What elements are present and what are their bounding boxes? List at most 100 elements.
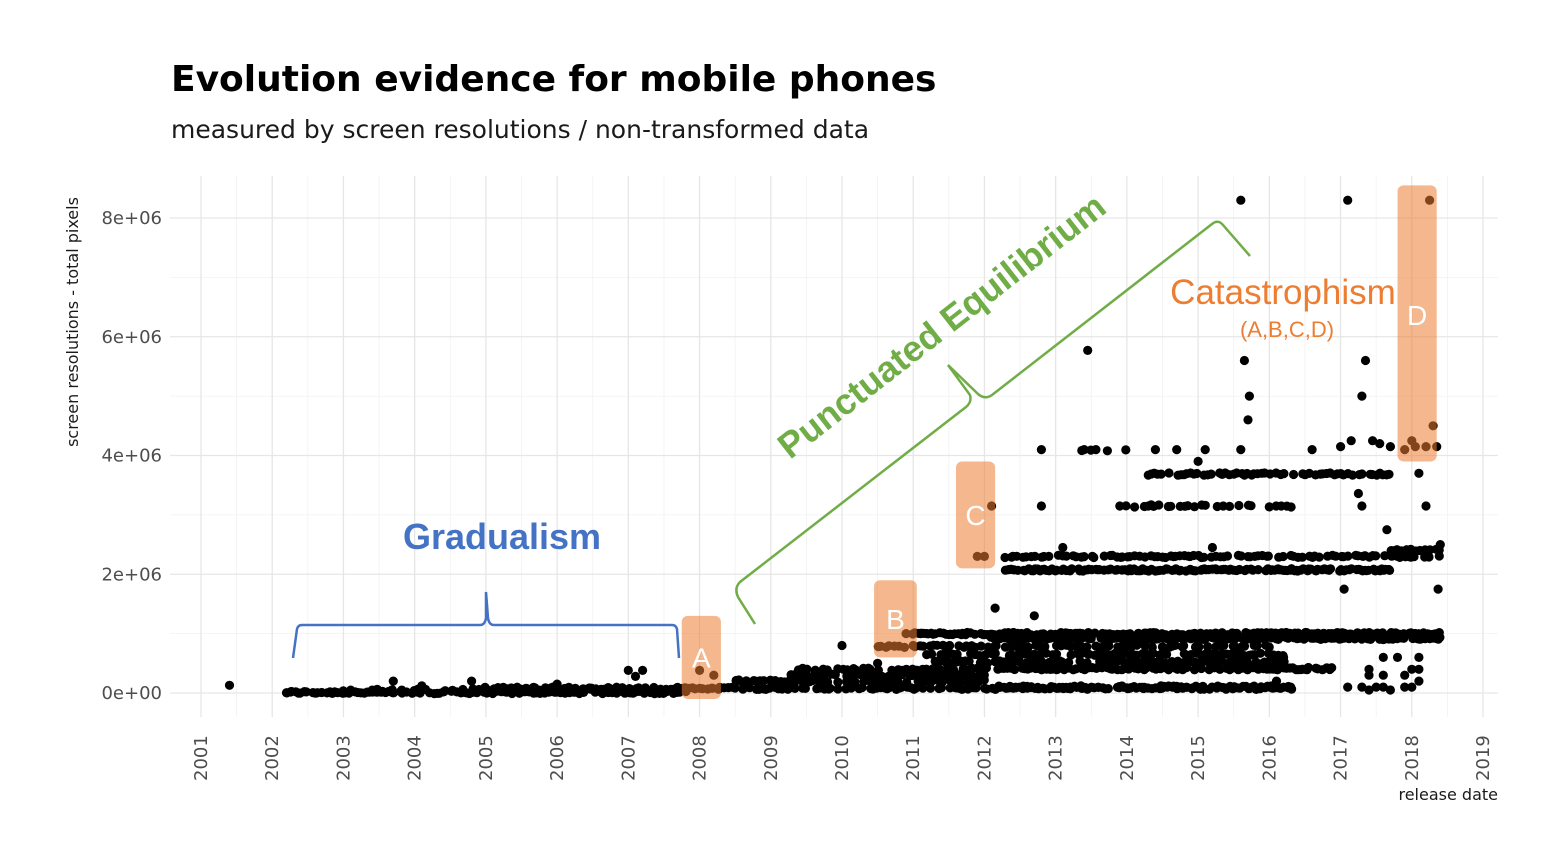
data-point — [1200, 500, 1210, 510]
data-point — [1286, 682, 1296, 692]
data-point — [964, 656, 974, 666]
data-point — [1353, 488, 1363, 499]
data-point — [1121, 445, 1131, 455]
x-tick-label: 2019 — [1473, 735, 1494, 781]
data-point — [1380, 551, 1390, 561]
data-point — [1082, 658, 1092, 668]
data-point — [952, 649, 962, 659]
data-point — [1357, 469, 1367, 479]
data-point — [1239, 355, 1249, 366]
data-point — [976, 641, 986, 651]
x-tick-label: 2012 — [974, 735, 995, 781]
gradualism-label: Gradualism — [403, 516, 601, 557]
data-point — [1246, 501, 1256, 511]
data-point — [1421, 501, 1431, 511]
data-point — [1179, 641, 1189, 651]
data-point — [447, 685, 458, 695]
data-point — [1069, 681, 1079, 691]
x-tick-label: 2007 — [618, 735, 639, 781]
x-tick-label: 2015 — [1188, 735, 1209, 781]
data-point — [865, 664, 875, 674]
y-axis-ticks: 0e+00 2e+06 4e+06 6e+06 8e+06 — [101, 208, 162, 704]
data-point — [1382, 525, 1392, 535]
punctuated-brace — [735, 220, 1251, 625]
data-point — [1038, 683, 1048, 693]
data-point — [649, 682, 659, 693]
data-point — [1343, 551, 1353, 561]
data-point — [1164, 468, 1174, 478]
x-tick-label: 2010 — [832, 735, 853, 781]
data-point — [1082, 642, 1092, 652]
data-point — [1407, 682, 1417, 692]
data-point — [850, 677, 860, 687]
data-point — [1368, 436, 1378, 446]
data-point — [1251, 657, 1261, 667]
data-point — [1194, 642, 1204, 652]
data-point — [1336, 442, 1346, 452]
data-point — [1348, 470, 1358, 480]
data-point — [1102, 446, 1112, 456]
data-point — [1075, 656, 1085, 666]
data-point — [1271, 676, 1282, 686]
data-point — [1192, 468, 1202, 479]
data-point — [1343, 682, 1353, 692]
catastrophe-box-c — [955, 461, 996, 569]
y-tick-label: 4e+06 — [101, 446, 162, 467]
data-point — [1234, 500, 1244, 511]
data-point — [1314, 552, 1324, 562]
data-point — [1170, 640, 1180, 651]
y-tick-label: 8e+06 — [101, 208, 162, 229]
gradualism-brace — [291, 591, 681, 659]
data-point — [301, 687, 311, 697]
data-point — [617, 683, 627, 693]
data-point — [1224, 501, 1235, 511]
data-point — [1023, 642, 1033, 652]
data-point — [634, 683, 644, 693]
data-point — [640, 683, 650, 693]
data-point — [1157, 642, 1167, 652]
data-point — [1030, 551, 1040, 562]
data-point — [1091, 445, 1101, 455]
data-point — [1161, 630, 1171, 640]
data-point — [837, 640, 847, 651]
data-point — [822, 665, 832, 675]
data-point — [1360, 355, 1371, 366]
catastrophe-box-label: B — [886, 604, 905, 635]
catastrophe-box-a — [681, 615, 721, 699]
data-point — [1357, 391, 1367, 401]
data-point — [570, 683, 580, 693]
data-point — [1407, 664, 1417, 674]
data-point — [1253, 565, 1263, 575]
y-axis-label: screen resolutions - total pixels — [63, 197, 82, 447]
data-point — [1239, 641, 1250, 651]
data-point — [552, 679, 562, 689]
data-point — [530, 683, 540, 693]
x-tick-label: 2004 — [405, 735, 426, 781]
x-axis-label: release date — [1398, 785, 1498, 804]
data-point — [480, 682, 490, 693]
data-point — [1371, 551, 1381, 561]
data-point — [338, 686, 348, 696]
x-tick-label: 2006 — [547, 735, 568, 781]
data-point — [1385, 565, 1395, 576]
data-point — [1244, 391, 1254, 401]
data-point — [1414, 676, 1424, 686]
catastrophe-box-label: A — [692, 642, 711, 673]
data-point — [833, 684, 843, 694]
data-point — [1229, 682, 1239, 692]
data-point — [1414, 664, 1424, 674]
data-point — [1249, 681, 1259, 691]
data-point — [417, 681, 427, 691]
data-point — [1325, 564, 1336, 574]
data-points — [224, 195, 1445, 699]
data-point — [1172, 445, 1182, 455]
data-point — [918, 683, 928, 693]
data-point — [1424, 552, 1434, 562]
data-point — [873, 658, 883, 668]
data-point — [1278, 551, 1288, 562]
data-point — [467, 676, 477, 686]
data-point — [1375, 439, 1385, 449]
data-point — [1433, 584, 1443, 594]
data-point — [1033, 641, 1043, 652]
